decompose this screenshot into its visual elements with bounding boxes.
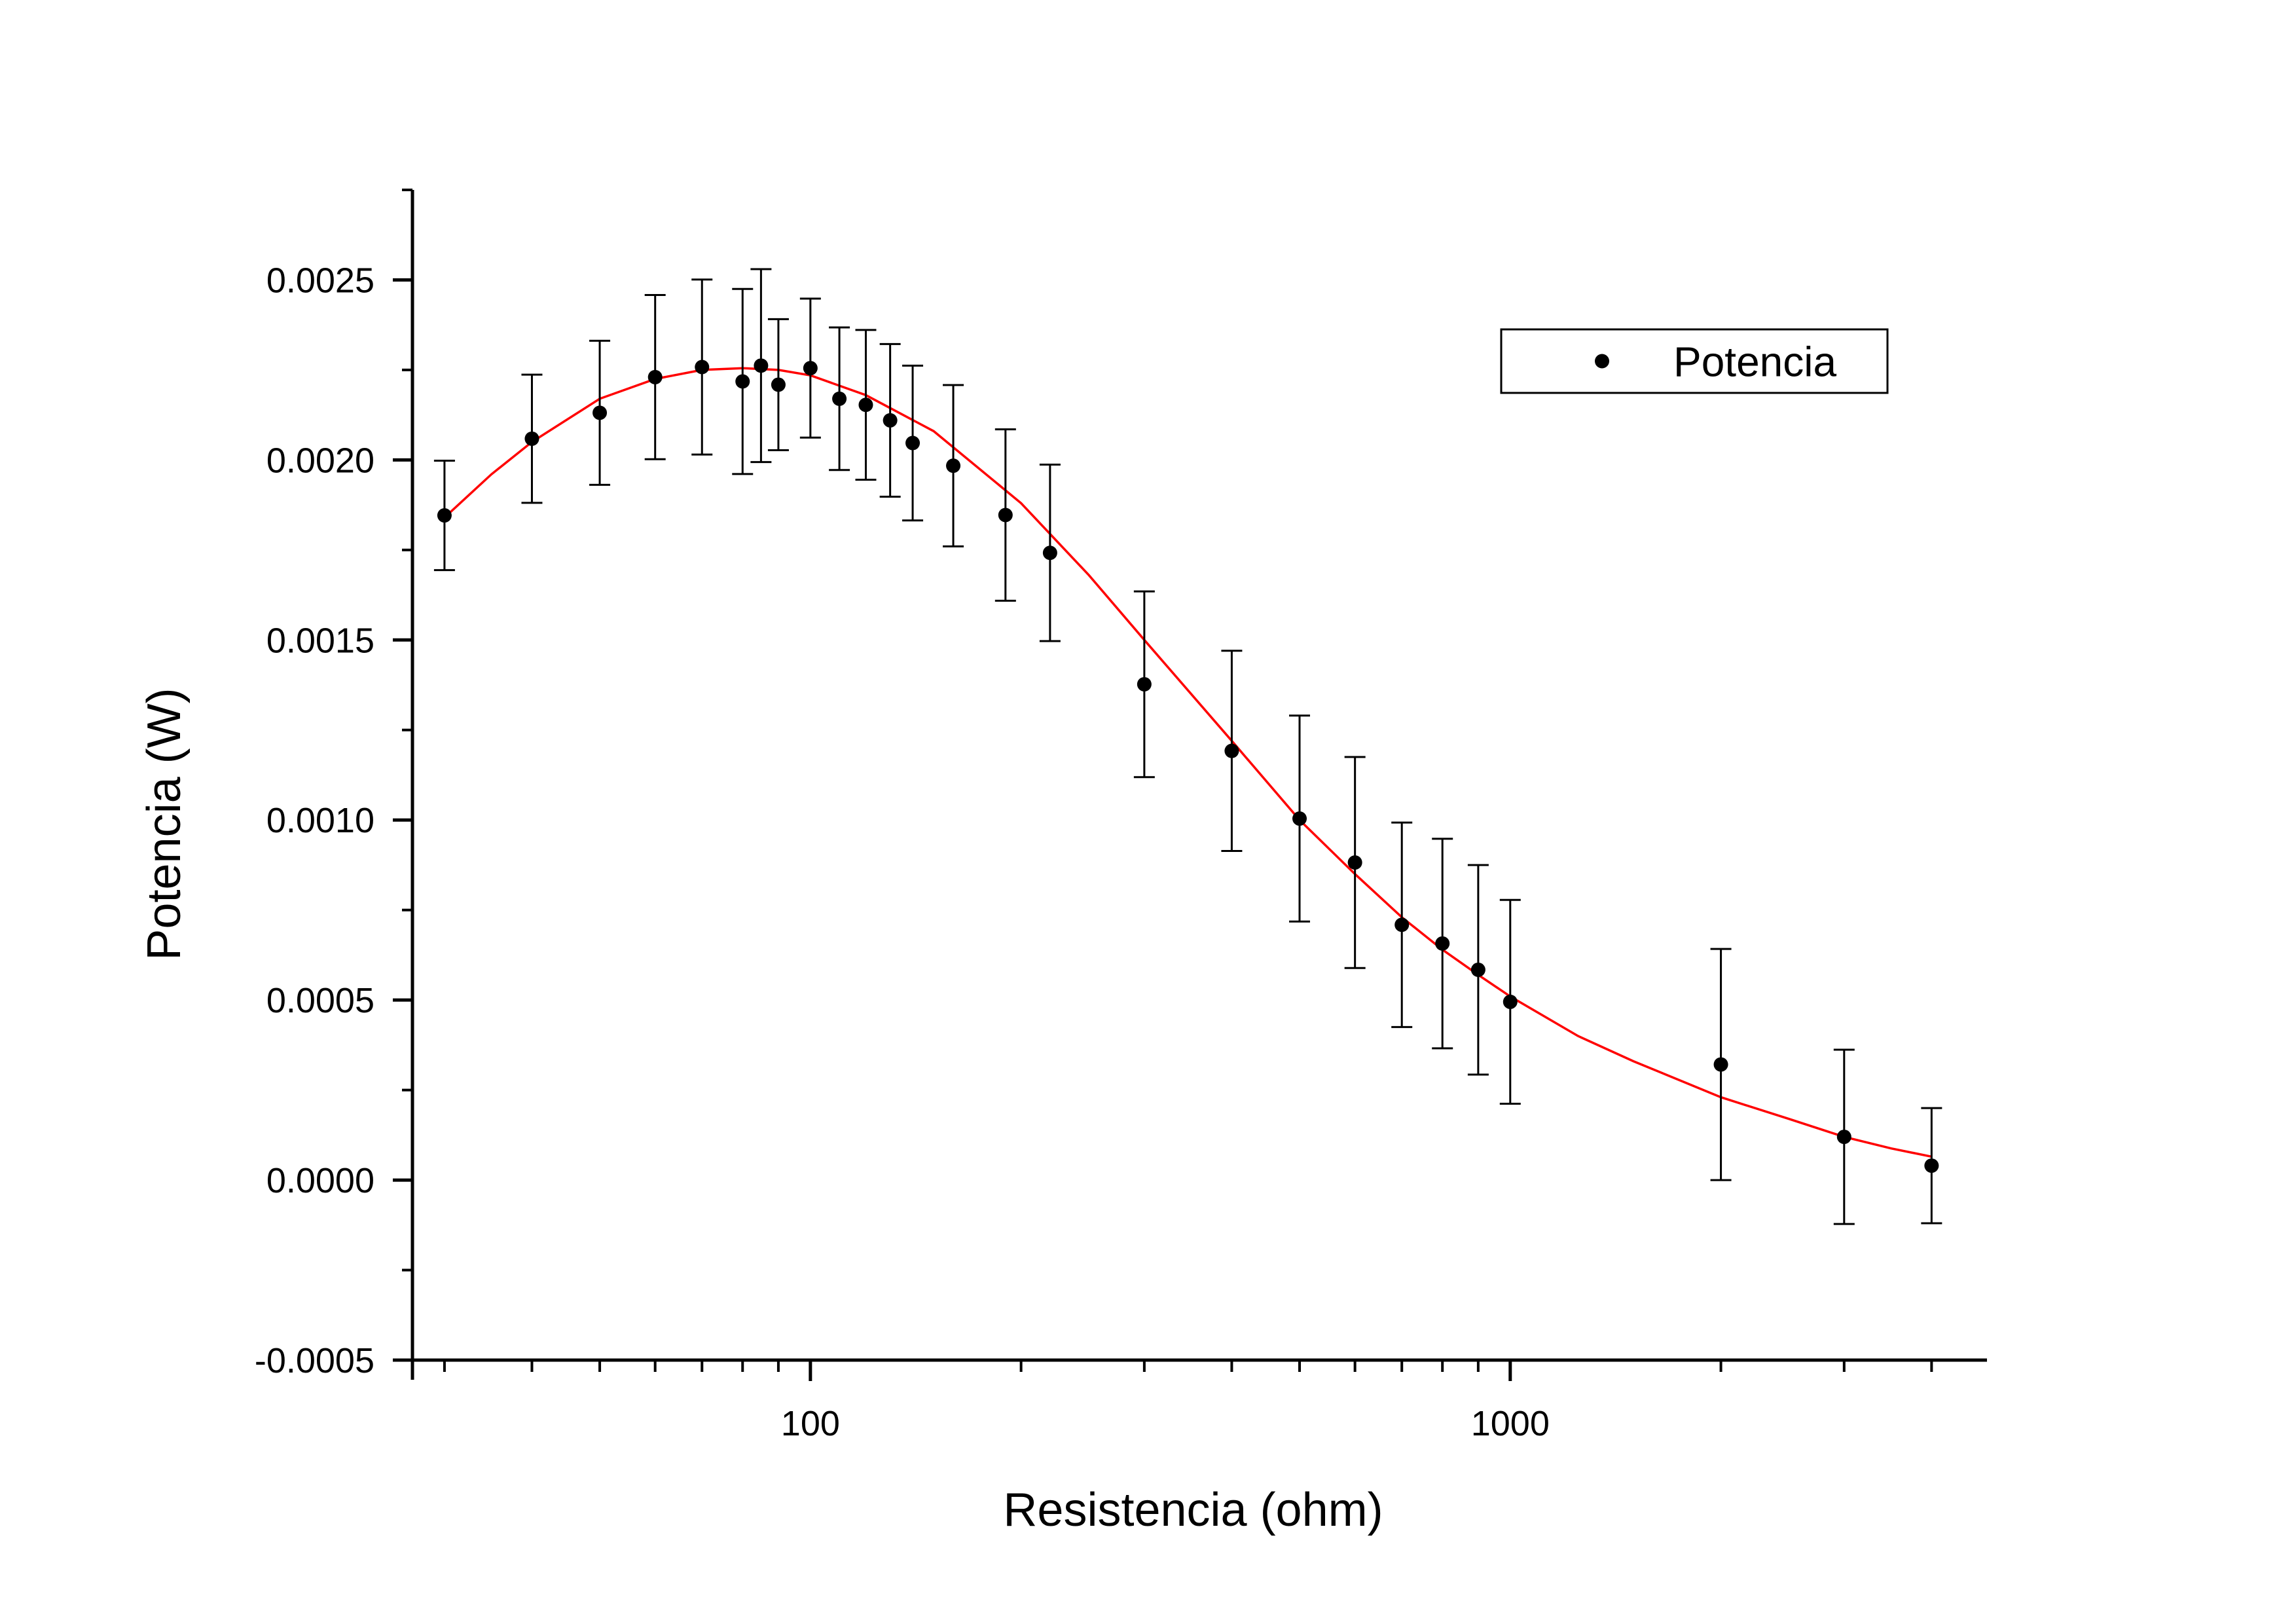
tick-labels: -0.0005 0.0000 0.0005 0.0010 0.0015 0.0020 0.0…	[255, 261, 1550, 1443]
data-point	[1224, 743, 1239, 758]
data-point	[1503, 994, 1518, 1009]
fit-curve	[443, 367, 1932, 1158]
y-tick-label: 0.0020	[266, 441, 374, 480]
data-point	[1292, 811, 1307, 826]
axis-ticks	[393, 189, 1933, 1381]
x-axis-title: Resistencia (ohm)	[1003, 1484, 1383, 1536]
data-point	[858, 397, 873, 413]
data-points	[437, 358, 1939, 1173]
data-point	[437, 508, 452, 523]
y-tick-label: 0.0005	[266, 981, 374, 1020]
legend-marker	[1595, 354, 1609, 369]
data-point	[1435, 936, 1450, 951]
y-tick-label: 0.0000	[266, 1161, 374, 1200]
data-point	[832, 391, 847, 406]
data-point	[1713, 1057, 1728, 1072]
legend-box	[1500, 328, 1889, 394]
y-tick-label: -0.0005	[255, 1341, 374, 1380]
y-axis-title: Potencia (W)	[138, 688, 191, 960]
fit-curve-layer	[443, 367, 1932, 1158]
y-tick-label: 0.0025	[266, 261, 374, 300]
data-point	[1347, 855, 1362, 870]
y-tick-label: 0.0015	[266, 621, 374, 660]
data-point	[735, 374, 750, 389]
data-point	[1470, 962, 1485, 977]
data-point	[905, 435, 920, 451]
data-point	[524, 431, 539, 446]
data-point	[1394, 917, 1410, 932]
x-tick-label: 1000	[1471, 1404, 1550, 1443]
data-point	[946, 458, 961, 473]
legend: Potencia	[1500, 328, 1889, 394]
data-point	[1042, 545, 1057, 561]
data-point	[1836, 1130, 1851, 1145]
data-point	[1137, 676, 1152, 692]
data-point	[754, 358, 769, 373]
data-point	[592, 405, 608, 420]
data-point	[803, 361, 818, 376]
data-point	[998, 507, 1013, 523]
data-point	[883, 413, 898, 428]
data-point	[1924, 1158, 1939, 1173]
data-point	[647, 369, 663, 384]
data-point	[695, 360, 710, 375]
data-point	[771, 377, 786, 392]
y-tick-label: 0.0010	[266, 801, 374, 840]
legend-label-potencia: Potencia	[1673, 339, 1836, 386]
x-tick-label: 100	[781, 1404, 840, 1443]
